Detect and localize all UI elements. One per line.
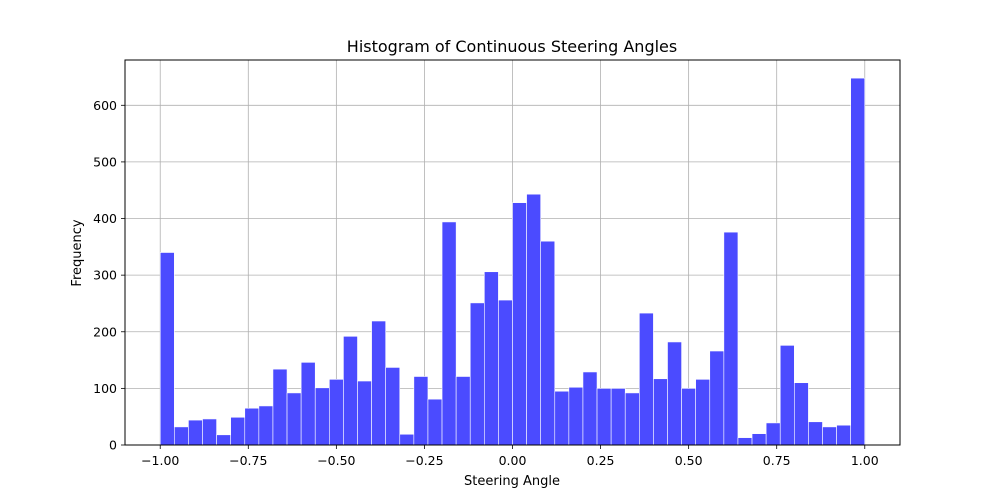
- histogram-bar: [610, 388, 626, 446]
- histogram-bar: [681, 388, 696, 446]
- histogram-bar: [441, 221, 457, 446]
- histogram-bar: [624, 392, 640, 446]
- histogram-bar: [526, 193, 541, 446]
- histogram-bar: [399, 433, 415, 446]
- x-tick-label: −1.00: [141, 453, 179, 468]
- histogram-bar: [850, 77, 866, 446]
- x-tick-label: −0.50: [317, 453, 355, 468]
- x-tick-label: 0.00: [499, 453, 527, 468]
- x-tick-label: 1.00: [851, 453, 879, 468]
- histogram-bar: [540, 240, 556, 446]
- histogram-bar: [822, 426, 837, 446]
- histogram-bar: [779, 345, 795, 446]
- histogram-bar: [385, 367, 401, 446]
- x-axis-label: Steering Angle: [464, 474, 560, 489]
- y-axis: 0 100 200 300 400 500 600: [93, 98, 125, 453]
- histogram-bar: [667, 341, 682, 446]
- histogram-bar: [413, 376, 429, 446]
- histogram-bar: [329, 379, 344, 446]
- histogram-bars: [159, 77, 866, 446]
- histogram-bar: [314, 387, 330, 446]
- histogram-bar: [568, 386, 584, 446]
- histogram-bar: [723, 231, 739, 446]
- histogram-bar: [159, 252, 175, 446]
- histogram-bar: [498, 299, 513, 446]
- histogram-bar: [174, 426, 189, 446]
- y-tick-label: 300: [93, 268, 117, 283]
- chart-title: Histogram of Continuous Steering Angles: [347, 37, 677, 56]
- histogram-bar: [695, 379, 711, 446]
- histogram-bar: [484, 271, 499, 446]
- y-axis-label: Frequency: [70, 219, 85, 286]
- histogram-bar: [188, 419, 203, 446]
- histogram-bar: [469, 302, 485, 446]
- histogram-bar: [202, 418, 217, 446]
- histogram-bar: [836, 424, 851, 446]
- histogram-bar: [300, 362, 316, 446]
- histogram-bar: [371, 320, 386, 446]
- histogram-bar: [737, 437, 753, 446]
- histogram-bar: [808, 421, 823, 446]
- histogram-bar: [653, 378, 668, 446]
- y-tick-label: 0: [109, 438, 117, 453]
- histogram-bar: [216, 434, 231, 446]
- y-tick-label: 100: [93, 381, 117, 396]
- histogram-bar: [230, 416, 246, 446]
- x-tick-label: 0.75: [763, 453, 791, 468]
- histogram-bar: [596, 388, 612, 446]
- histogram-bar: [794, 382, 809, 446]
- histogram-bar: [258, 405, 274, 446]
- histogram-bar: [765, 422, 781, 446]
- histogram-bar: [455, 376, 471, 446]
- x-tick-label: −0.75: [229, 453, 267, 468]
- histogram-bar: [244, 407, 260, 446]
- histogram-bar: [554, 390, 570, 446]
- y-tick-label: 500: [93, 154, 117, 169]
- histogram-bar: [357, 380, 372, 446]
- y-tick-label: 200: [93, 324, 117, 339]
- histogram-bar: [286, 392, 302, 446]
- y-tick-label: 600: [93, 98, 117, 113]
- histogram-bar: [582, 371, 598, 446]
- histogram-bar: [751, 433, 767, 446]
- histogram-bar: [512, 202, 527, 446]
- x-tick-label: 0.25: [587, 453, 615, 468]
- y-tick-label: 400: [93, 211, 117, 226]
- histogram-bar: [639, 312, 654, 446]
- x-tick-label: 0.50: [675, 453, 703, 468]
- histogram-bar: [343, 335, 358, 446]
- x-tick-label: −0.25: [405, 453, 443, 468]
- histogram-bar: [272, 368, 288, 446]
- histogram-bar: [427, 398, 443, 446]
- x-axis: −1.00 −0.75 −0.50 −0.25 0.00 0.25 0.50 0.75 1.00: [141, 445, 879, 468]
- histogram-bar: [709, 350, 725, 446]
